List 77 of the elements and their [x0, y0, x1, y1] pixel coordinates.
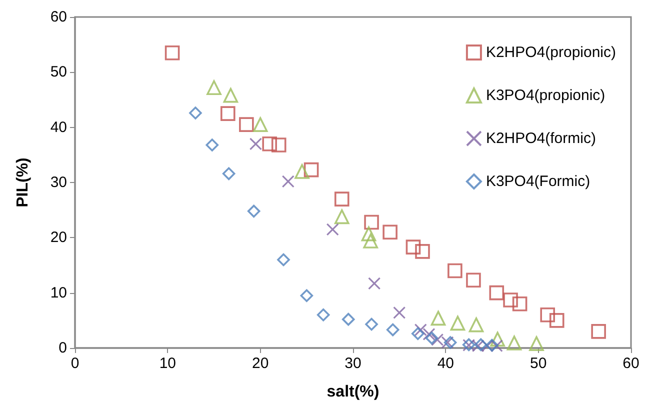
point	[490, 332, 505, 347]
x-tick-label: 30	[344, 355, 362, 372]
point	[252, 117, 268, 132]
point	[220, 106, 236, 121]
legend-label: K2HPO4(propionic)	[486, 44, 616, 61]
point	[430, 310, 446, 326]
point	[361, 226, 376, 242]
x-tick-label: 20	[252, 355, 269, 372]
point	[304, 162, 319, 178]
x-tick-label: 50	[530, 355, 547, 372]
point	[223, 88, 238, 103]
point	[365, 318, 378, 331]
point	[334, 209, 350, 224]
point	[444, 336, 457, 349]
y-tick-label: 20	[50, 229, 67, 246]
point	[364, 214, 379, 230]
point	[368, 277, 381, 290]
point	[411, 327, 424, 340]
point	[406, 240, 421, 254]
point	[529, 336, 544, 351]
point	[342, 312, 355, 326]
point	[448, 263, 462, 278]
point	[363, 234, 378, 248]
point	[472, 339, 484, 352]
point	[222, 167, 236, 180]
x-tick-label: 40	[437, 355, 454, 372]
point	[422, 328, 436, 341]
point	[277, 253, 290, 266]
point	[294, 164, 310, 179]
y-tick-label: 40	[50, 118, 67, 136]
x-axis-title: salt(%)	[326, 384, 380, 400]
point	[249, 138, 262, 150]
y-tick-label: 10	[50, 284, 67, 302]
x-tick-label: 60	[622, 355, 640, 372]
point	[441, 336, 454, 349]
point	[431, 333, 444, 346]
point	[415, 244, 430, 259]
point	[503, 292, 518, 308]
point	[262, 136, 277, 152]
point	[414, 323, 427, 336]
y-tick-label: 50	[50, 64, 67, 81]
point	[386, 323, 400, 336]
point	[300, 289, 314, 302]
point	[489, 285, 504, 300]
point	[334, 192, 350, 206]
y-tick-label: 0	[58, 340, 67, 356]
point	[591, 324, 606, 339]
point	[271, 138, 286, 152]
point	[540, 308, 555, 322]
point	[316, 308, 330, 322]
legend-label: K3PO4(propionic)	[486, 87, 606, 104]
point	[247, 204, 260, 218]
point	[474, 338, 488, 352]
point	[326, 223, 339, 236]
point	[425, 332, 438, 344]
point	[382, 224, 398, 240]
point	[206, 80, 222, 96]
point	[512, 296, 528, 312]
point	[282, 175, 294, 188]
point	[164, 45, 180, 60]
point	[486, 338, 498, 352]
point	[450, 316, 466, 331]
point	[189, 106, 202, 120]
y-axis-title: PIL(%)	[14, 158, 32, 208]
point	[393, 306, 406, 319]
point	[239, 117, 254, 132]
point	[549, 313, 564, 328]
point	[206, 138, 219, 152]
x-tick-label: 0	[70, 355, 80, 372]
y-tick-label: 60	[50, 8, 67, 26]
x-tick-label: 10	[159, 355, 176, 372]
legend-label: K2HPO4(formic)	[486, 130, 596, 147]
legend-label: K3PO4(Formic)	[486, 173, 590, 190]
point	[468, 317, 484, 332]
y-tick-label: 30	[50, 174, 67, 191]
point	[506, 336, 522, 350]
point	[466, 272, 481, 288]
